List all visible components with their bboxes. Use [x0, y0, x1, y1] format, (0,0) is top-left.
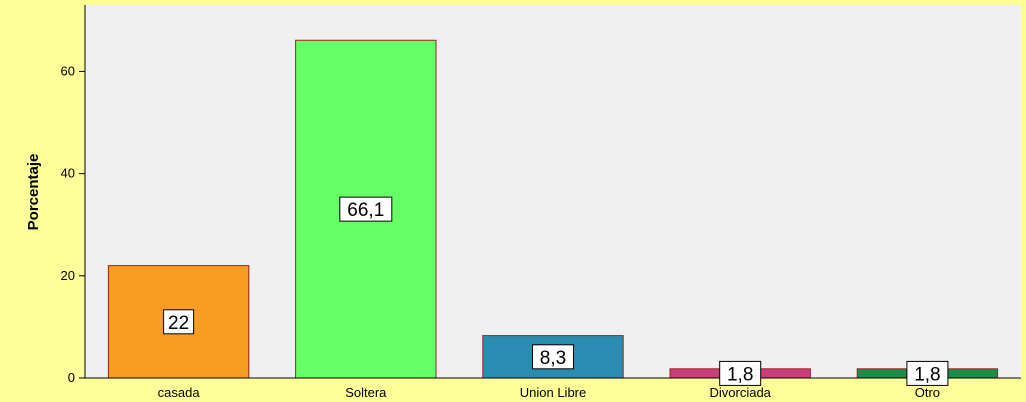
data-label-box: [719, 360, 762, 386]
data-labels-group: 22 66,1 8,3 1,8 1,8: [163, 196, 949, 386]
data-label: 1,8: [906, 360, 949, 386]
data-label-text: 8,3: [540, 348, 566, 369]
data-label: 66,1: [339, 196, 393, 222]
data-label-box: [163, 309, 195, 335]
x-tick-label: Union Libre: [520, 385, 587, 400]
data-label-text: 1,8: [914, 364, 940, 385]
y-tick-label: 40: [61, 166, 75, 181]
data-label: 1,8: [719, 360, 762, 386]
data-label-text: 22: [168, 313, 189, 334]
y-tick-label: 20: [61, 268, 75, 283]
x-tick-label: Otro: [915, 385, 940, 400]
x-tick-label: casada: [158, 385, 201, 400]
x-tick-label: Divorciada: [709, 385, 771, 400]
data-label-text: 66,1: [347, 200, 384, 221]
y-tick-label: 0: [68, 370, 75, 385]
data-label-box: [339, 196, 393, 222]
x-tick-label: Soltera: [345, 385, 387, 400]
data-label-text: 1,8: [727, 364, 753, 385]
data-label-box: [906, 360, 949, 386]
y-tick-label: 60: [61, 63, 75, 78]
data-label: 22: [163, 309, 195, 335]
data-label: 8,3: [532, 344, 574, 370]
data-label-box: [532, 344, 574, 370]
y-axis-label: Porcentaje: [25, 154, 42, 231]
x-axis: casada Soltera Union Libre Divorciada Otro: [85, 377, 1021, 400]
y-axis: 0 20 40 60: [61, 5, 86, 385]
